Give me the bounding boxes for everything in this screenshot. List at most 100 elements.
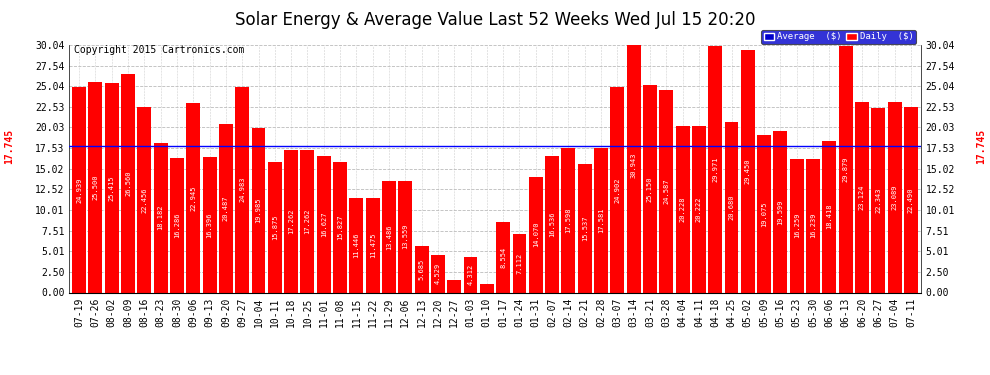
Bar [594, 148, 608, 292]
Bar [398, 181, 412, 292]
Text: Copyright 2015 Cartronics.com: Copyright 2015 Cartronics.com [73, 45, 244, 55]
Bar [284, 150, 298, 292]
Bar [708, 46, 722, 292]
Bar [496, 222, 510, 292]
Legend: Average  ($), Daily  ($): Average ($), Daily ($) [761, 30, 916, 44]
Bar [186, 104, 200, 292]
Text: 13.486: 13.486 [386, 224, 392, 250]
Text: 29.450: 29.450 [744, 158, 750, 184]
Bar [72, 87, 86, 292]
Bar [725, 122, 739, 292]
Bar [153, 143, 167, 292]
Bar [431, 255, 445, 292]
Text: 5.685: 5.685 [419, 258, 425, 280]
Text: 16.259: 16.259 [794, 213, 800, 238]
Bar [823, 141, 837, 292]
Text: 19.985: 19.985 [255, 197, 261, 223]
Text: 13.559: 13.559 [402, 224, 408, 249]
Bar [415, 246, 429, 292]
Bar [105, 83, 119, 292]
Text: 16.239: 16.239 [810, 213, 816, 238]
Text: 20.680: 20.680 [729, 195, 735, 220]
Text: 25.150: 25.150 [646, 176, 653, 202]
Bar [513, 234, 527, 292]
Text: 24.587: 24.587 [663, 178, 669, 204]
Bar [463, 257, 477, 292]
Bar [644, 85, 657, 292]
Text: 23.089: 23.089 [892, 184, 898, 210]
Text: 17.262: 17.262 [305, 209, 311, 234]
Text: 17.262: 17.262 [288, 209, 294, 234]
Bar [480, 284, 494, 292]
Bar [855, 102, 869, 292]
Bar [203, 158, 217, 292]
Text: 11.446: 11.446 [353, 232, 359, 258]
Text: 16.627: 16.627 [321, 211, 327, 237]
Text: 25.500: 25.500 [92, 175, 98, 200]
Bar [757, 135, 771, 292]
Bar [236, 87, 249, 292]
Text: 26.560: 26.560 [125, 170, 131, 196]
Bar [659, 90, 673, 292]
Bar [545, 156, 559, 292]
Text: 29.879: 29.879 [842, 157, 848, 182]
Bar [578, 165, 592, 292]
Bar [170, 158, 184, 292]
Bar [561, 147, 575, 292]
Text: 22.343: 22.343 [875, 188, 881, 213]
Bar [138, 108, 151, 292]
Bar [839, 46, 852, 292]
Bar [888, 102, 902, 292]
Bar [773, 131, 787, 292]
Text: 23.124: 23.124 [859, 184, 865, 210]
Bar [790, 159, 804, 292]
Text: 19.599: 19.599 [777, 199, 783, 225]
Bar [251, 128, 265, 292]
Bar [611, 87, 625, 292]
Text: 16.396: 16.396 [207, 212, 213, 238]
Bar [447, 280, 461, 292]
Text: 20.222: 20.222 [696, 196, 702, 222]
Bar [333, 162, 346, 292]
Text: 4.312: 4.312 [467, 264, 473, 285]
Text: 30.943: 30.943 [631, 152, 637, 178]
Bar [317, 156, 331, 292]
Text: 22.945: 22.945 [190, 185, 196, 211]
Text: 20.487: 20.487 [223, 195, 229, 221]
Text: 7.112: 7.112 [517, 253, 523, 274]
Bar [88, 82, 102, 292]
Bar [904, 107, 918, 292]
Text: 18.418: 18.418 [827, 204, 833, 230]
Text: 17.598: 17.598 [565, 207, 571, 233]
Text: 15.537: 15.537 [582, 216, 588, 241]
Bar [301, 150, 315, 292]
Text: 16.536: 16.536 [549, 211, 555, 237]
Bar [871, 108, 885, 292]
Text: 25.415: 25.415 [109, 175, 115, 201]
Text: 17.745: 17.745 [976, 129, 986, 164]
Bar [627, 38, 641, 292]
Text: 24.902: 24.902 [615, 177, 621, 203]
Text: 15.875: 15.875 [272, 214, 278, 240]
Text: 17.581: 17.581 [598, 207, 604, 233]
Text: 8.554: 8.554 [500, 247, 506, 268]
Bar [365, 198, 379, 292]
Bar [121, 74, 135, 292]
Text: 17.745: 17.745 [4, 129, 14, 164]
Bar [349, 198, 363, 292]
Text: 15.827: 15.827 [337, 214, 344, 240]
Bar [219, 124, 233, 292]
Text: 22.456: 22.456 [142, 187, 148, 213]
Text: Solar Energy & Average Value Last 52 Weeks Wed Jul 15 20:20: Solar Energy & Average Value Last 52 Wee… [235, 11, 755, 29]
Text: 18.182: 18.182 [157, 205, 163, 230]
Bar [741, 50, 754, 292]
Bar [675, 126, 689, 292]
Text: 24.939: 24.939 [76, 177, 82, 203]
Text: 19.075: 19.075 [761, 201, 767, 226]
Text: 29.971: 29.971 [712, 156, 718, 182]
Bar [692, 126, 706, 292]
Text: 16.286: 16.286 [174, 213, 180, 238]
Bar [529, 177, 543, 292]
Text: 24.983: 24.983 [240, 177, 246, 203]
Text: 4.529: 4.529 [435, 263, 441, 285]
